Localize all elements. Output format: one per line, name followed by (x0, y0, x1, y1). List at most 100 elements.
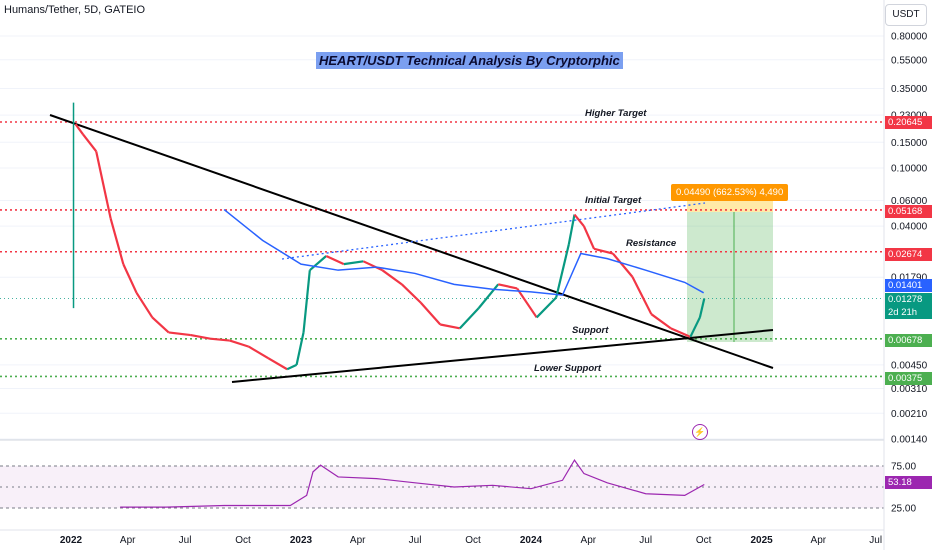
price-segment (168, 331, 191, 337)
price-tick-label: 0.00310 (891, 384, 928, 395)
ma-line (223, 208, 705, 296)
rsi-tick-label: 25.00 (891, 504, 916, 515)
price-segment (302, 270, 311, 333)
level-tag-0: 0.20645 (885, 116, 932, 129)
price-segment (135, 292, 154, 319)
time-tick-label: Oct (465, 535, 481, 546)
time-tick-label: Apr (811, 535, 827, 546)
time-tick-label: Jul (639, 535, 652, 546)
price-tick-label: 0.15000 (891, 138, 928, 149)
time-tick-label: Oct (235, 535, 251, 546)
price-segment (535, 296, 557, 319)
price-segment (74, 123, 84, 135)
price-segment (440, 323, 461, 330)
price-tick-label: 0.35000 (891, 84, 928, 95)
price-segment (631, 276, 653, 315)
price-segment (229, 339, 250, 348)
price-segment (190, 333, 211, 340)
time-axis: 2022 Apr Jul Oct 2023 Apr Jul Oct 2024 Apr Jul Oct 2… (60, 535, 882, 546)
time-tick-label: Jul (409, 535, 422, 546)
price-segment (650, 313, 672, 330)
time-tick-label: Apr (120, 535, 136, 546)
time-tick-label: Apr (350, 535, 366, 546)
level-tag-2: 0.02674 (885, 248, 932, 261)
price-segment (555, 244, 570, 298)
price-segment (612, 252, 634, 278)
price-tick-label: 0.55000 (891, 55, 928, 66)
time-tick-label: 2022 (60, 535, 83, 546)
level-tag-1: 0.05168 (885, 205, 932, 218)
annotation-higher-target: Higher Target (585, 108, 647, 119)
price-segment (122, 263, 138, 294)
rsi-band (0, 466, 884, 508)
price-segment (670, 327, 691, 338)
price-tick-label: 0.10000 (891, 164, 928, 175)
price-tick-label: 0.00210 (891, 409, 928, 420)
price-segment (151, 316, 170, 334)
rsi-axis: 75.00 25.00 (891, 462, 916, 515)
rsi-value-tag: 53.18 (885, 476, 932, 489)
rsi-tick-label: 75.00 (891, 462, 916, 473)
ma-price-tag: 0.01401 (885, 279, 932, 292)
countdown-tag: 2d 21h (885, 306, 932, 319)
price-segment (95, 151, 112, 219)
price-segment (82, 133, 98, 153)
annotation-resistance: Resistance (626, 238, 677, 249)
target-zone (687, 201, 773, 212)
annotation-lower-support: Lower Support (534, 363, 602, 374)
price-tick-label: 0.00450 (891, 360, 928, 371)
price-segment (362, 260, 383, 272)
price-segment (497, 283, 518, 290)
price-tick-label: 0.01790 (891, 273, 928, 284)
moving-average (223, 208, 705, 296)
time-tick-label: 2023 (290, 535, 313, 546)
price-segment (458, 307, 480, 330)
time-tick-label: Jul (179, 535, 192, 546)
price-tick-label: 0.00140 (891, 435, 928, 446)
time-tick-label: Oct (696, 535, 712, 546)
dotted-resistance-line (281, 202, 706, 260)
price-segment (286, 363, 298, 371)
support-trend-line (231, 329, 774, 383)
time-tick-label: Apr (581, 535, 597, 546)
time-tick-label: 2025 (751, 535, 774, 546)
price-segment (698, 298, 706, 318)
price-segment (325, 255, 345, 266)
price-segment (516, 287, 538, 319)
price-segment (689, 316, 701, 338)
price-segment (248, 345, 269, 360)
time-tick-label: 2024 (520, 535, 543, 546)
price-segment (582, 225, 596, 250)
currency-button[interactable]: USDT (885, 4, 927, 26)
price-segment (401, 283, 422, 304)
price-segment (419, 301, 442, 326)
price-segment (267, 357, 288, 371)
price-segment (593, 247, 614, 255)
price-segment (309, 255, 327, 272)
level-tag-3: 0.00678 (885, 334, 932, 347)
price-segment (477, 283, 500, 309)
price-segment (567, 214, 576, 245)
price-tick-label: 0.04000 (891, 222, 928, 233)
symbol-header: Humans/Tether, 5D, GATEIO (4, 4, 146, 16)
price-segment (109, 218, 125, 265)
price-segment (343, 260, 364, 266)
rsi-line (120, 459, 705, 508)
price-segment (573, 213, 585, 227)
price-tick-label: 0.80000 (891, 32, 928, 43)
lightning-icon[interactable]: ⚡ (692, 424, 708, 440)
annotation-support: Support (572, 325, 609, 336)
level-tag-4: 0.00375 (885, 372, 932, 385)
profit-zone (687, 212, 773, 342)
price-segment (295, 332, 305, 366)
grid (0, 35, 884, 440)
price-segment (381, 269, 403, 286)
price-segment (210, 337, 230, 342)
measure-label: 0.04490 (662.53%) 4,490 (671, 184, 789, 201)
price-series (72, 102, 706, 371)
chart-title: HEART/USDT Technical Analysis By Cryptor… (316, 52, 623, 69)
annotation-initial-target: Initial Target (585, 195, 642, 206)
price-tick-label: 0.06000 (891, 196, 928, 207)
last-price-tag: 0.01278 (885, 293, 932, 306)
